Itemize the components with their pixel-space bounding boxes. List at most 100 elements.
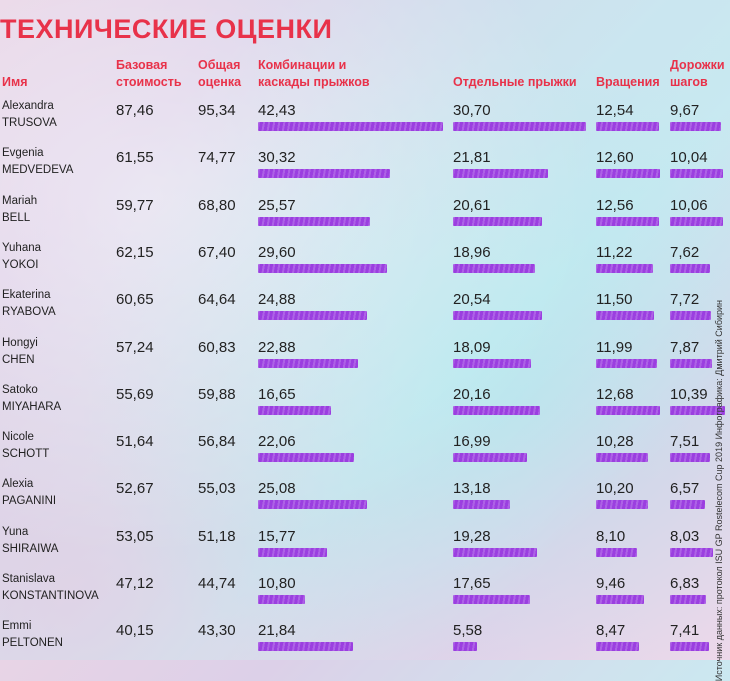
solo-bar [453,547,537,557]
solo-value: 18,09 [453,338,491,356]
solo-value: 21,81 [453,149,491,167]
background-texture [0,0,730,660]
header-combo-line-2: каскады прыжков [258,75,370,89]
solo-value: 30,70 [453,102,491,119]
header-steps-line-2: шагов [670,75,708,89]
spins-value: 12,54 [596,102,634,119]
solo-value: 16,99 [453,433,491,451]
solo-bar [453,595,530,604]
spins-bar [596,405,660,415]
spins-bar [596,169,660,179]
spins-value: 12,56 [596,196,634,214]
solo-value: 20,16 [453,385,491,403]
spins-value: 12,68 [596,385,634,403]
combo-bar [258,547,327,557]
spins-value: 12,60 [596,149,634,167]
total-score: 60,83 [198,338,236,356]
base-value: 87,46 [116,102,154,119]
combo-value: 42,43 [258,102,296,119]
steps-bar [670,311,711,321]
base-value: 51,64 [116,433,154,451]
header-name: Имя [2,75,28,89]
header-steps-line-1: Дорожки [670,58,725,72]
spins-bar [596,263,653,273]
total-score: 51,18 [198,527,236,545]
combo-bar [258,169,391,179]
header-base: Базовая стоимость [116,57,182,91]
total-score: 59,88 [198,385,236,403]
steps-bar [670,453,710,463]
combo-value: 24,88 [258,291,296,309]
combo-bar [258,358,358,368]
athlete-first-name: Mariah [2,194,38,207]
steps-value: 10,06 [670,196,708,214]
athlete-first-name: Satoko [2,383,38,396]
combo-bar [258,500,368,510]
spins-value: 11,50 [596,291,633,309]
base-value: 53,05 [116,527,154,545]
steps-bar [670,263,711,273]
total-score: 74,77 [198,149,236,167]
base-value: 55,69 [116,385,154,403]
header-combo: Комбинации и каскады прыжков [258,57,370,91]
header-spins: Вращения [596,75,660,89]
solo-bar [453,405,541,415]
athlete-last-name: PELTONEN [2,637,63,650]
athlete-last-name: CHEN [2,353,35,366]
spins-value: 9,46 [596,575,626,592]
spins-bar [596,311,654,321]
combo-value: 22,88 [258,338,296,356]
athlete-last-name: TRUSOVA [2,117,57,129]
spins-bar [596,453,648,463]
total-score: 68,80 [198,196,236,214]
header-base-line-2: стоимость [116,75,182,89]
athlete-first-name: Stanislava [2,573,56,585]
solo-bar [453,453,527,463]
combo-bar [258,216,370,226]
spins-bar [596,216,660,226]
source-note: Источник данных: протокол ISU GP Rostele… [714,300,724,681]
steps-value: 7,62 [670,243,700,261]
header-combo-line-1: Комбинации и [258,58,347,72]
solo-bar [453,642,478,652]
total-score: 64,64 [198,291,236,309]
base-value: 47,12 [116,575,154,592]
solo-bar [453,122,586,131]
solo-bar [453,169,548,179]
base-value: 59,77 [116,196,154,214]
base-value: 61,55 [116,149,154,167]
solo-value: 19,28 [453,527,491,545]
athlete-first-name: Yuna [2,525,29,538]
spins-bar [596,642,639,652]
solo-value: 17,65 [453,575,491,592]
combo-bar [258,453,355,463]
steps-value: 9,67 [670,102,700,119]
total-score: 95,34 [198,102,236,119]
athlete-last-name: PAGANINI [2,495,57,508]
athlete-first-name: Hongyi [2,336,38,349]
spins-value: 8,47 [596,622,626,640]
steps-bar [670,547,713,557]
combo-bar [258,405,331,415]
header-solo: Отдельные прыжки [453,75,577,89]
athlete-last-name: RYABOVA [2,306,56,319]
steps-value: 6,83 [670,575,700,592]
solo-bar [453,358,532,368]
athlete-last-name: MIYAHARA [2,400,62,413]
athlete-last-name: SCHOTT [2,448,50,461]
athlete-first-name: Nicole [2,431,34,444]
athlete-last-name: BELL [2,211,31,224]
combo-value: 15,77 [258,527,296,545]
spins-bar [596,547,637,557]
combo-value: 16,65 [258,385,296,403]
solo-value: 5,58 [453,622,483,640]
total-score: 55,03 [198,480,236,498]
base-value: 52,67 [116,480,154,498]
solo-bar [453,311,542,321]
total-score: 56,84 [198,433,236,451]
spins-value: 10,20 [596,480,634,498]
page-title: ТЕХНИЧЕСКИЕ ОЦЕНКИ [0,14,333,44]
total-score: 44,74 [198,575,236,592]
spins-bar [596,595,644,604]
combo-value: 21,84 [258,622,296,640]
